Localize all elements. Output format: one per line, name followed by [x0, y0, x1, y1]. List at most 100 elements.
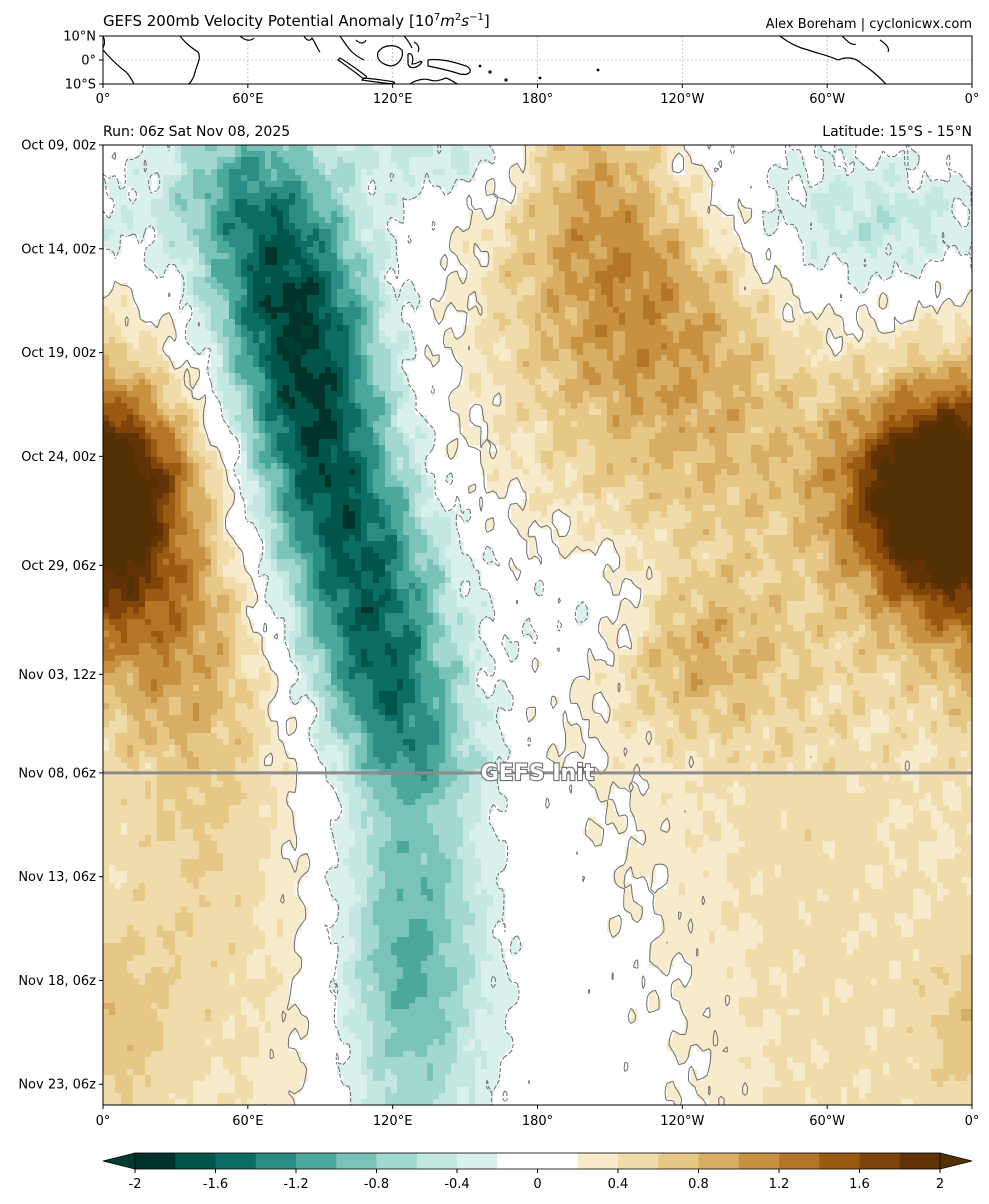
anomaly-cell — [313, 379, 320, 386]
anomaly-cell — [169, 247, 176, 254]
anomaly-cell — [265, 397, 272, 404]
anomaly-cell — [517, 313, 524, 320]
anomaly-cell — [661, 301, 668, 308]
anomaly-cell — [835, 391, 842, 398]
anomaly-cell — [103, 307, 110, 314]
anomaly-cell — [235, 163, 242, 170]
anomaly-cell — [625, 283, 632, 290]
anomaly-cell — [151, 385, 158, 392]
anomaly-cell — [703, 331, 710, 338]
anomaly-cell — [745, 367, 752, 374]
anomaly-cell — [229, 217, 236, 224]
anomaly-cell — [967, 205, 974, 212]
anomaly-cell — [241, 229, 248, 236]
anomaly-cell — [163, 385, 170, 392]
anomaly-cell — [649, 163, 656, 170]
anomaly-cell — [361, 277, 368, 284]
anomaly-cell — [811, 187, 818, 194]
anomaly-cell — [877, 241, 884, 248]
anomaly-cell — [271, 289, 278, 296]
anomaly-cell — [343, 307, 350, 314]
anomaly-cell — [691, 367, 698, 374]
anomaly-cell — [949, 367, 956, 374]
anomaly-cell — [247, 307, 254, 314]
anomaly-cell — [367, 385, 374, 392]
anomaly-cell — [733, 337, 740, 344]
anomaly-cell — [619, 241, 626, 248]
anomaly-cell — [325, 163, 332, 170]
anomaly-cell — [655, 205, 662, 212]
anomaly-cell — [679, 271, 686, 278]
anomaly-cell — [535, 145, 542, 152]
anomaly-cell — [829, 205, 836, 212]
anomaly-cell — [373, 187, 380, 194]
anomaly-cell — [691, 193, 698, 200]
anomaly-cell — [697, 313, 704, 320]
anomaly-cell — [883, 367, 890, 374]
anomaly-cell — [199, 181, 206, 188]
anomaly-cell — [637, 313, 644, 320]
anomaly-cell — [931, 217, 938, 224]
anomaly-cell — [877, 229, 884, 236]
anomaly-cell — [631, 241, 638, 248]
anomaly-cell — [925, 379, 932, 386]
anomaly-cell — [343, 361, 350, 368]
anomaly-cell — [943, 313, 950, 320]
anomaly-cell — [127, 391, 134, 398]
anomaly-cell — [769, 385, 776, 392]
anomaly-cell — [643, 163, 650, 170]
anomaly-cell — [319, 151, 326, 158]
anomaly-cell — [583, 259, 590, 266]
anomaly-cell — [481, 235, 488, 242]
anomaly-cell — [109, 337, 116, 344]
anomaly-cell — [355, 397, 362, 404]
anomaly-cell — [637, 181, 644, 188]
anomaly-cell — [613, 259, 620, 266]
anomaly-cell — [229, 265, 236, 272]
anomaly-cell — [661, 289, 668, 296]
anomaly-cell — [211, 235, 218, 242]
anomaly-cell — [223, 379, 230, 386]
anomaly-cell — [325, 331, 332, 338]
anomaly-cell — [385, 379, 392, 386]
anomaly-cell — [895, 199, 902, 206]
anomaly-cell — [391, 349, 398, 356]
anomaly-cell — [853, 229, 860, 236]
anomaly-cell — [769, 307, 776, 314]
anomaly-cell — [673, 331, 680, 338]
anomaly-cell — [601, 151, 608, 158]
anomaly-cell — [877, 253, 884, 260]
anomaly-cell — [943, 199, 950, 206]
anomaly-cell — [619, 373, 626, 380]
anomaly-cell — [535, 217, 542, 224]
anomaly-cell — [253, 289, 260, 296]
anomaly-cell — [319, 145, 326, 152]
anomaly-cell — [829, 211, 836, 218]
anomaly-cell — [727, 271, 734, 278]
anomaly-cell — [727, 337, 734, 344]
anomaly-cell — [163, 247, 170, 254]
anomaly-cell — [229, 343, 236, 350]
anomaly-cell — [649, 193, 656, 200]
anomaly-cell — [343, 163, 350, 170]
anomaly-cell — [271, 397, 278, 404]
anomaly-cell — [685, 349, 692, 356]
anomaly-cell — [865, 271, 872, 278]
anomaly-cell — [655, 373, 662, 380]
anomaly-cell — [625, 229, 632, 236]
anomaly-cell — [547, 355, 554, 362]
anomaly-cell — [373, 259, 380, 266]
anomaly-cell — [343, 331, 350, 338]
anomaly-cell — [601, 325, 608, 332]
anomaly-cell — [475, 367, 482, 374]
anomaly-cell — [955, 379, 962, 386]
anomaly-cell — [877, 343, 884, 350]
anomaly-cell — [733, 325, 740, 332]
anomaly-cell — [637, 355, 644, 362]
anomaly-cell — [691, 211, 698, 218]
anomaly-cell — [367, 301, 374, 308]
anomaly-cell — [649, 289, 656, 296]
anomaly-cell — [331, 157, 338, 164]
anomaly-cell — [331, 223, 338, 230]
anomaly-cell — [211, 151, 218, 158]
